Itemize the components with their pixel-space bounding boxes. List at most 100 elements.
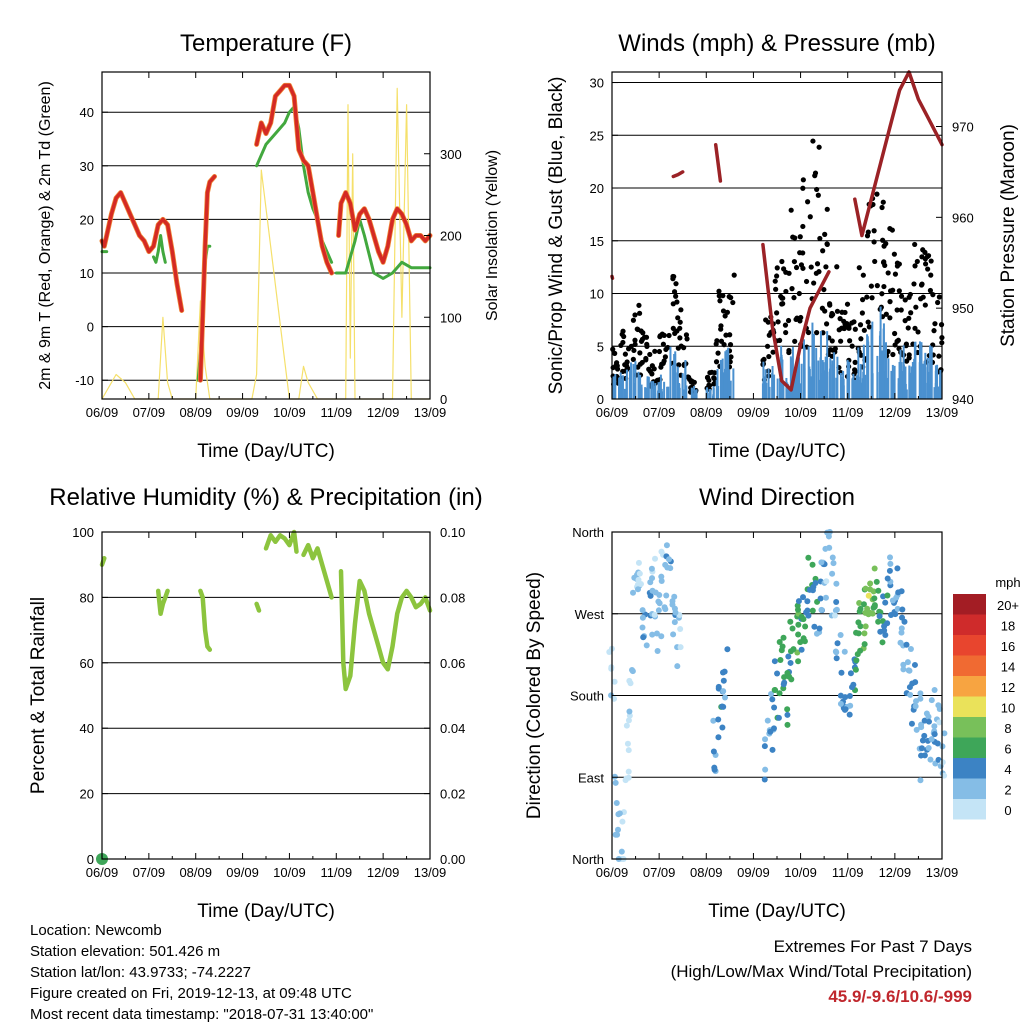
x-axis-label: Time (Day/UTC)	[708, 901, 846, 922]
y-tick-label: East	[578, 770, 604, 785]
direction-point	[882, 599, 889, 606]
axes-frame	[101, 531, 431, 860]
x-tick-label: 07/09	[133, 405, 166, 420]
gust-point	[722, 313, 728, 319]
gust-point	[624, 359, 630, 365]
wind-bar	[922, 363, 925, 399]
wind-bar	[871, 321, 874, 399]
direction-point	[911, 661, 918, 668]
gust-point	[713, 359, 720, 365]
wind-bar	[939, 374, 942, 399]
gust-point	[861, 327, 867, 333]
gust-point	[881, 259, 887, 265]
gust-point	[709, 369, 715, 375]
wind-bar	[778, 378, 781, 399]
gust-point	[717, 298, 723, 304]
gust-point	[720, 293, 726, 299]
y2-tick-label: 970	[952, 120, 974, 135]
direction-point	[651, 611, 658, 618]
gust-point	[718, 326, 724, 332]
wind-bar	[846, 359, 849, 399]
gust-point	[662, 354, 668, 360]
direction-point	[925, 713, 932, 720]
gust-point	[621, 333, 627, 340]
direction-point	[776, 690, 783, 697]
gust-point	[815, 192, 821, 198]
wind-bar	[809, 376, 812, 399]
gust-point	[630, 356, 636, 362]
gust-point	[673, 293, 679, 299]
direction-point	[619, 818, 626, 825]
direction-point	[833, 655, 840, 662]
direction-point	[860, 601, 867, 608]
direction-point	[774, 670, 781, 677]
gust-point	[859, 310, 865, 316]
wind-bar	[676, 372, 679, 399]
legend-label: 14	[1001, 660, 1015, 675]
gust-point	[823, 264, 829, 270]
gust-point	[800, 185, 806, 191]
gust-point	[761, 356, 767, 363]
direction-point	[769, 696, 776, 703]
gust-point	[844, 301, 851, 307]
wind-bar	[773, 374, 776, 399]
direction-point	[794, 606, 801, 613]
wind-bar	[672, 364, 675, 399]
direction-point	[928, 697, 935, 704]
y2-tick-label: 0.06	[440, 656, 465, 671]
wind-bar	[669, 346, 672, 399]
gust-point	[902, 297, 908, 303]
wind-bar	[880, 350, 883, 399]
direction-point	[618, 848, 625, 855]
direction-point	[909, 680, 916, 687]
gust-point	[632, 312, 638, 318]
gust-point	[890, 287, 896, 293]
gust-point	[686, 376, 693, 383]
direction-point	[884, 575, 891, 582]
gust-point	[824, 241, 830, 247]
direction-point	[913, 698, 920, 705]
direction-point	[912, 703, 919, 710]
dewpoint-line	[152, 234, 167, 264]
direction-point	[862, 623, 869, 630]
y2-tick-label: 200	[440, 229, 462, 244]
direction-point	[857, 605, 864, 612]
direction-point	[634, 586, 641, 593]
direction-point	[800, 594, 807, 601]
y-axis-label: Direction (Colored By Speed)	[524, 572, 545, 819]
elevation-text: Station elevation: 501.426 m	[30, 943, 221, 960]
wind-bar	[673, 354, 676, 399]
direction-point	[834, 640, 841, 647]
wind-bar	[785, 377, 788, 399]
direction-point	[800, 635, 807, 642]
wind-bar	[856, 384, 859, 399]
station-info: Location: Newcomb Station elevation: 501…	[30, 920, 373, 1025]
direction-point	[889, 597, 896, 604]
direction-point	[643, 642, 650, 649]
gust-point	[816, 144, 822, 150]
direction-point	[804, 598, 811, 605]
gust-point	[651, 366, 657, 372]
direction-point	[795, 658, 802, 665]
wind-bar	[926, 357, 929, 399]
gust-point	[783, 288, 789, 295]
gust-point	[639, 336, 646, 342]
gust-point	[661, 358, 667, 364]
wind-bar	[882, 328, 885, 399]
direction-point	[856, 600, 863, 607]
direction-point	[867, 586, 874, 593]
plot-area-direction	[606, 529, 948, 862]
wind-bar	[859, 376, 862, 399]
x-tick-label: 06/09	[596, 405, 629, 420]
wind-bar	[715, 380, 718, 399]
wind-bar	[930, 346, 933, 399]
gust-point	[808, 264, 814, 270]
gust-point	[630, 317, 637, 323]
direction-point	[710, 717, 717, 724]
gust-point	[660, 341, 666, 347]
x-tick-label: 11/09	[832, 405, 864, 420]
wind-bar	[781, 379, 784, 399]
wind-bar	[659, 374, 662, 399]
gust-point	[892, 330, 898, 337]
gust-point	[793, 264, 800, 271]
